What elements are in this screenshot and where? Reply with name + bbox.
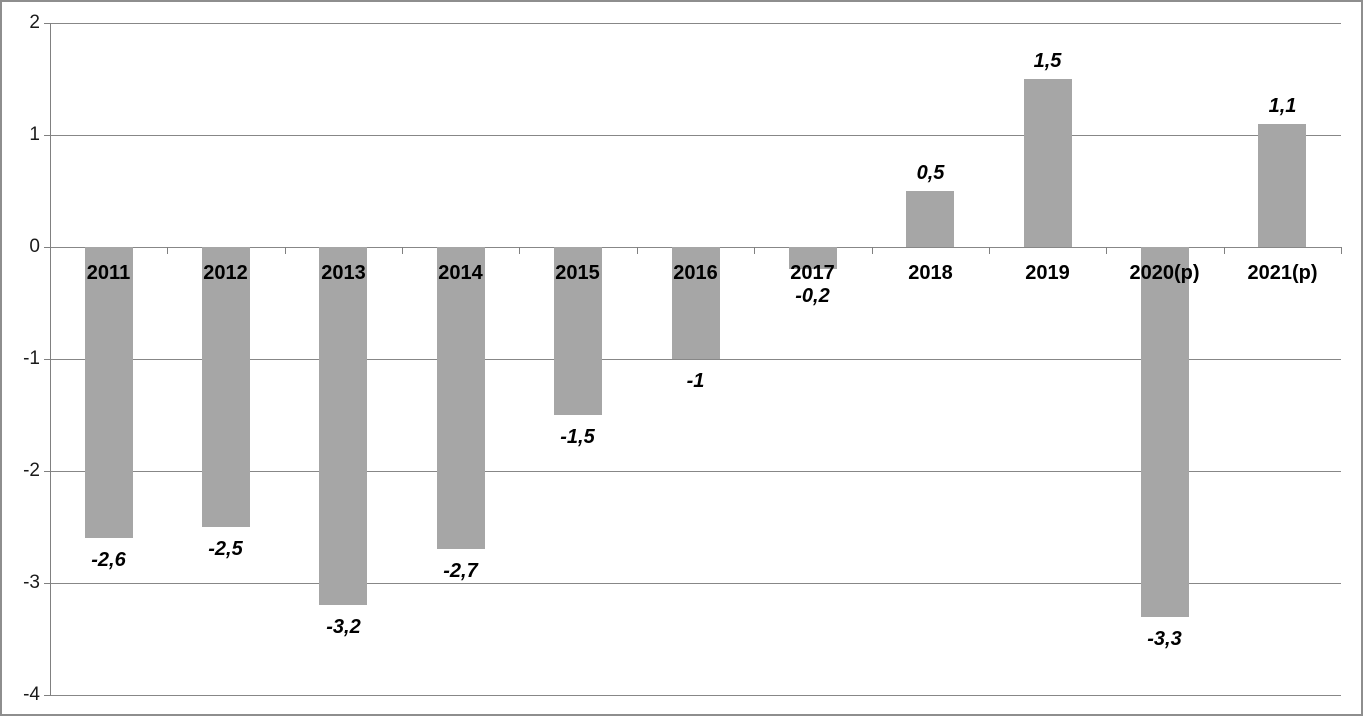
bar-value-label: -1,5 — [560, 426, 595, 448]
category-label: 2011 — [86, 262, 131, 284]
bar-value-label: -0,2 — [795, 285, 830, 307]
gridline — [50, 23, 1341, 24]
category-axis-tick — [989, 247, 990, 254]
bar-2016 — [672, 247, 720, 359]
bar-2013 — [319, 247, 367, 605]
bar-2015 — [554, 247, 602, 415]
category-label: 2018 — [908, 262, 953, 284]
bar-value-label: -2,7 — [443, 560, 478, 582]
bar-value-label: -3,3 — [1147, 628, 1182, 650]
category-label: 2014 — [438, 262, 483, 284]
category-axis-tick — [519, 247, 520, 254]
category-label: 2016 — [673, 262, 718, 284]
y-axis-tick — [44, 23, 50, 24]
category-axis-tick — [637, 247, 638, 254]
category-axis-tick — [1106, 247, 1107, 254]
y-axis-tick — [44, 135, 50, 136]
gridline — [50, 359, 1341, 360]
gridline — [50, 695, 1341, 696]
bar-2021(p) — [1258, 124, 1306, 247]
gridline — [50, 583, 1341, 584]
category-label: 2012 — [203, 262, 248, 284]
category-label: 2015 — [555, 262, 600, 284]
bar-2011 — [85, 247, 133, 538]
category-label: 2019 — [1025, 262, 1070, 284]
y-axis-tick-label: 1 — [29, 124, 40, 145]
y-axis-line — [50, 23, 51, 696]
y-axis-tick-label: -2 — [23, 460, 40, 481]
category-axis-tick — [872, 247, 873, 254]
category-label: 2021(p) — [1247, 262, 1318, 284]
gridline — [50, 471, 1341, 472]
category-axis-tick — [167, 247, 168, 254]
bar-value-label: -2,6 — [91, 549, 126, 571]
bar-2017 — [789, 247, 837, 269]
y-axis-tick-label: 2 — [29, 12, 40, 33]
bar-value-label: 1,5 — [1033, 50, 1062, 72]
category-axis-tick — [402, 247, 403, 254]
y-axis-tick — [44, 583, 50, 584]
bar-2020(p) — [1141, 247, 1189, 617]
y-axis-tick-label: -4 — [23, 684, 40, 705]
bar-2019 — [1024, 79, 1072, 247]
gridline — [50, 135, 1341, 136]
y-axis-tick — [44, 471, 50, 472]
bar-2012 — [202, 247, 250, 527]
category-label: 2013 — [321, 262, 366, 284]
bar-value-label: 1,1 — [1268, 95, 1297, 117]
bar-value-label: -2,5 — [208, 538, 243, 560]
category-axis-tick — [754, 247, 755, 254]
y-axis-tick — [44, 695, 50, 696]
y-axis-tick-label: 0 — [29, 236, 40, 257]
bar-2014 — [437, 247, 485, 549]
category-axis-tick — [1341, 247, 1342, 254]
y-axis-tick — [44, 247, 50, 248]
y-axis-tick-label: -3 — [23, 572, 40, 593]
y-axis-tick — [44, 359, 50, 360]
category-axis-tick — [1224, 247, 1225, 254]
category-label: 2020(p) — [1129, 262, 1200, 284]
bar-value-label: 0,5 — [916, 162, 945, 184]
bar-value-label: -3,2 — [326, 616, 361, 638]
bar-value-label: -1 — [686, 370, 705, 392]
category-label: 2017 — [790, 262, 835, 284]
y-axis-tick-label: -1 — [23, 348, 40, 369]
bar-2018 — [906, 191, 954, 247]
category-axis-tick — [285, 247, 286, 254]
